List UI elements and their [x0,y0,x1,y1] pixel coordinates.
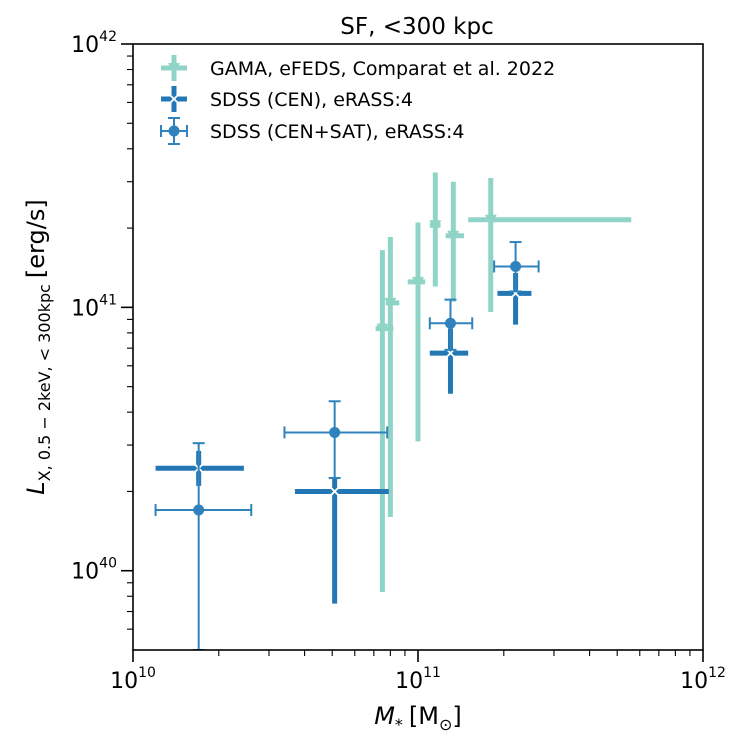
series-1 [375,172,632,593]
series-3 [154,241,540,650]
x-axis-label: M* [M⊙] [374,702,462,734]
y-tick-base: 10 [71,296,99,321]
x-tick-exponent: 11 [423,665,441,681]
x-tick-exponent: 12 [708,665,726,681]
legend-item: SDSS (CEN), eRASS:4 [161,86,413,112]
x-axis-unit: [M [409,702,439,730]
marker-triangle [429,220,442,232]
x-tick-label: 1011 [395,665,441,694]
x-tick-label: 1012 [680,665,726,694]
legend: GAMA, eFEDS, Comparat et al. 2022 SDSS (C… [160,55,555,145]
legend-label: GAMA, eFEDS, Comparat et al. 2022 [210,58,555,80]
marker-circle [329,426,341,438]
marker-triangle [447,230,460,242]
y-tick-label: 1040 [71,556,117,585]
plot-frame [132,43,704,651]
marker-circle [510,260,522,272]
legend-handle [161,86,187,112]
x-axis-symbol-sub: * [395,715,403,734]
chart-title: SF, <300 kpc [340,14,494,40]
x-tick-label: 1010 [110,665,156,694]
data-point [154,442,253,650]
data-point [407,222,426,442]
y-tick-label: 1042 [71,29,117,58]
legend-label: SDSS (CEN+SAT), eRASS:4 [210,121,464,143]
data-point [493,241,540,293]
legend-marker [168,125,180,137]
marker-triangle [384,297,397,309]
data-point [428,298,474,351]
legend-item: SDSS (CEN+SAT), eRASS:4 [160,117,464,145]
y-tick-exponent: 40 [99,556,117,572]
data-point [294,477,389,604]
marker-triangle [376,323,389,335]
svg-text:LX, 0.5 − 2keV, < 300kpc[erg/s: LX, 0.5 − 2keV, < 300kpc [erg/s] [22,199,54,494]
x-tick-base: 10 [680,669,708,694]
marker-x [446,349,455,358]
data-point [283,400,389,479]
legend-label: SDSS (CEN), eRASS:4 [210,89,413,111]
y-tick-label: 1041 [71,292,117,321]
data-point [429,172,442,287]
x-tick-exponent: 10 [138,665,156,681]
marker-triangle [484,214,497,226]
data-point [445,181,464,302]
legend-marker [168,63,180,74]
legend-marker [169,94,179,104]
data-point [384,236,400,517]
x-axis-unit-sub: ⊙ [439,715,452,734]
x-axis-symbol: M [374,702,395,730]
marker-triangle [412,276,424,288]
y-tick-base: 10 [71,33,99,58]
y-tick-base: 10 [71,560,99,585]
legend-handle [160,117,188,145]
marker-x [330,487,339,496]
x-tick-base: 10 [395,669,423,694]
y-axis-symbol-sub: X, 0.5 − 2keV, < 300kpc [35,284,54,481]
marker-circle [193,504,205,516]
y-tick-exponent: 41 [99,292,117,308]
svg-text:M*[M⊙]: M* [M⊙] [374,702,462,734]
y-tick-exponent: 42 [99,29,117,45]
y-axis-label: LX, 0.5 − 2keV, < 300kpc [erg/s] [22,199,54,494]
series-2 [155,273,532,604]
data-point [468,177,632,313]
x-axis-unit-close: ] [452,702,461,730]
y-axis-unit: [erg/s] [22,199,50,278]
y-axis-symbol: L [22,481,50,494]
legend-item: GAMA, eFEDS, Comparat et al. 2022 [161,55,555,81]
marker-circle [444,317,456,329]
x-tick-base: 10 [110,669,138,694]
legend-handle [161,55,187,81]
series-layer [154,172,632,650]
